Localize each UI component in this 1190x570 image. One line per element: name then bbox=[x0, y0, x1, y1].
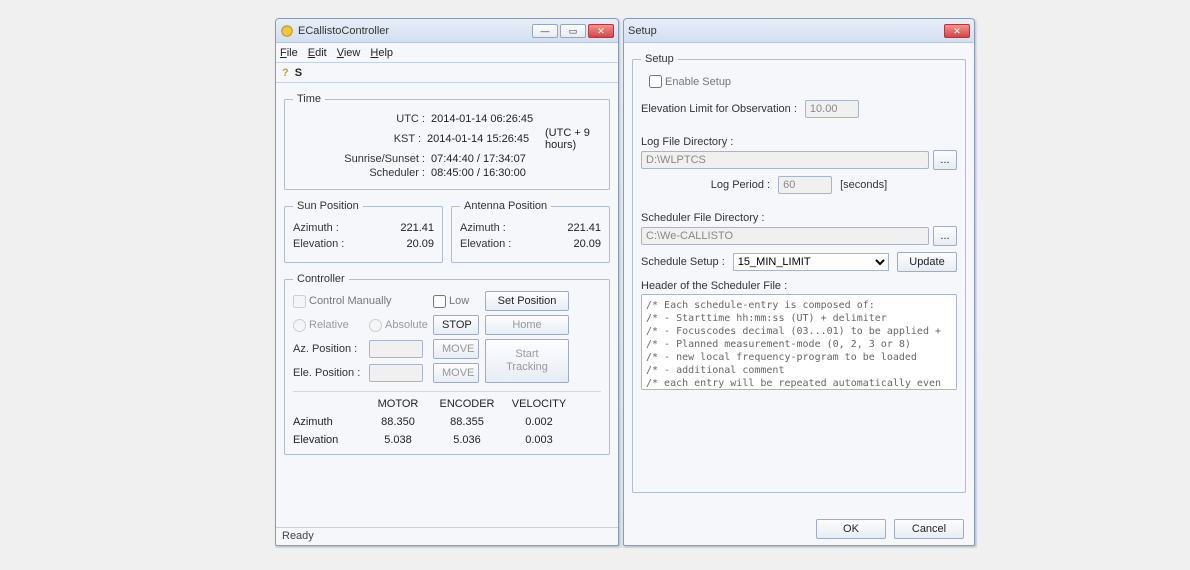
statusbar: Ready bbox=[276, 527, 618, 545]
logperiod-label: Log Period : bbox=[711, 179, 770, 191]
menu-edit[interactable]: Edit bbox=[308, 47, 327, 59]
antpos-legend: Antenna Position bbox=[460, 200, 551, 212]
control-manually-input[interactable] bbox=[293, 295, 306, 308]
setup-title: Setup bbox=[628, 25, 944, 37]
scheddir-browse-button[interactable]: ... bbox=[933, 226, 957, 246]
el-encoder: 5.036 bbox=[433, 434, 501, 446]
setup-window: Setup ✕ Setup Enable Setup Elevation Lim… bbox=[623, 18, 975, 546]
time-legend: Time bbox=[293, 93, 325, 105]
col-encoder: ENCODER bbox=[433, 398, 501, 410]
setup-footer: OK Cancel bbox=[624, 513, 974, 545]
setup-close-button[interactable]: ✕ bbox=[944, 24, 970, 38]
maximize-button[interactable]: ▭ bbox=[560, 24, 586, 38]
time-group: Time UTC : 2014-01-14 06:26:45 KST : 201… bbox=[284, 93, 610, 190]
logdir-input[interactable] bbox=[641, 151, 929, 169]
menu-file[interactable]: File bbox=[280, 47, 298, 59]
main-titlebar[interactable]: ECallistoController — ▭ ✕ bbox=[276, 19, 618, 43]
toolbar-icon-1[interactable]: ? bbox=[282, 67, 289, 79]
enable-setup-input[interactable] bbox=[649, 75, 662, 88]
start-tracking-button[interactable]: Start Tracking bbox=[485, 339, 569, 383]
az-motor: 88.350 bbox=[367, 416, 429, 428]
sun-el-label: Elevation : bbox=[293, 238, 344, 250]
sun-el-value: 20.09 bbox=[406, 238, 434, 250]
sunrise-value: 07:44:40 / 17:34:07 bbox=[431, 153, 601, 165]
stop-button[interactable]: STOP bbox=[433, 315, 479, 335]
row-elevation-label: Elevation bbox=[293, 434, 363, 446]
az-position-input[interactable] bbox=[369, 340, 423, 358]
kst-label: KST : bbox=[394, 133, 421, 145]
status-text: Ready bbox=[282, 530, 314, 542]
menubar: File Edit View Help bbox=[276, 43, 618, 63]
move-el-button[interactable]: MOVE bbox=[433, 363, 479, 383]
schedsetup-select[interactable]: 15_MIN_LIMIT bbox=[733, 253, 889, 271]
home-button[interactable]: Home bbox=[485, 315, 569, 335]
low-input[interactable] bbox=[433, 295, 446, 308]
enable-setup-checkbox[interactable]: Enable Setup bbox=[649, 75, 731, 88]
readout-table: MOTOR ENCODER VELOCITY Azimuth 88.350 88… bbox=[293, 398, 601, 446]
sun-position-group: Sun Position Azimuth : 221.41 Elevation :… bbox=[284, 200, 443, 263]
ant-az-label: Azimuth : bbox=[460, 222, 506, 234]
toolbar-icon-2[interactable]: S bbox=[295, 67, 302, 79]
antenna-position-group: Antenna Position Azimuth : 221.41 Elevati… bbox=[451, 200, 610, 263]
sun-az-label: Azimuth : bbox=[293, 222, 339, 234]
control-manually-checkbox[interactable]: Control Manually bbox=[293, 295, 427, 308]
col-motor: MOTOR bbox=[367, 398, 429, 410]
controller-group: Controller Control Manually Low Set Posi… bbox=[284, 273, 610, 455]
setup-legend: Setup bbox=[641, 53, 678, 65]
kst-value: 2014-01-14 15:26:45 bbox=[427, 133, 539, 145]
scheduler-header-textarea[interactable]: /* Each schedule-entry is composed of: /… bbox=[641, 294, 957, 390]
col-velocity: VELOCITY bbox=[505, 398, 573, 410]
logperiod-unit: [seconds] bbox=[840, 179, 887, 191]
app-icon bbox=[280, 24, 294, 38]
logdir-browse-button[interactable]: ... bbox=[933, 150, 957, 170]
setup-group: Setup Enable Setup Elevation Limit for O… bbox=[632, 53, 966, 493]
absolute-radio[interactable]: Absolute bbox=[369, 319, 427, 332]
utc-label: UTC : bbox=[396, 113, 425, 125]
el-velocity: 0.003 bbox=[505, 434, 573, 446]
header-label: Header of the Scheduler File : bbox=[641, 280, 787, 292]
menu-help[interactable]: Help bbox=[370, 47, 393, 59]
ant-el-label: Elevation : bbox=[460, 238, 511, 250]
minimize-button[interactable]: — bbox=[532, 24, 558, 38]
az-velocity: 0.002 bbox=[505, 416, 573, 428]
controller-legend: Controller bbox=[293, 273, 349, 285]
scheduler-label: Scheduler : bbox=[369, 167, 425, 179]
cancel-button[interactable]: Cancel bbox=[894, 519, 964, 539]
close-button[interactable]: ✕ bbox=[588, 24, 614, 38]
scheddir-input[interactable] bbox=[641, 227, 929, 245]
toolbar: ? S bbox=[276, 63, 618, 83]
sunrise-label: Sunrise/Sunset : bbox=[344, 153, 425, 165]
low-checkbox[interactable]: Low bbox=[433, 295, 479, 308]
logdir-label: Log File Directory : bbox=[641, 136, 733, 148]
schedsetup-label: Schedule Setup : bbox=[641, 256, 725, 268]
el-position-label: Ele. Position : bbox=[293, 367, 363, 379]
elev-limit-label: Elevation Limit for Observation : bbox=[641, 103, 797, 115]
set-position-button[interactable]: Set Position bbox=[485, 291, 569, 311]
update-button[interactable]: Update bbox=[897, 252, 957, 272]
ant-el-value: 20.09 bbox=[573, 238, 601, 250]
sun-az-value: 221.41 bbox=[400, 222, 434, 234]
ok-button[interactable]: OK bbox=[816, 519, 886, 539]
setup-titlebar[interactable]: Setup ✕ bbox=[624, 19, 974, 43]
logperiod-input[interactable] bbox=[778, 176, 832, 194]
el-position-input[interactable] bbox=[369, 364, 423, 382]
scheduler-value: 08:45:00 / 16:30:00 bbox=[431, 167, 601, 179]
kst-note: (UTC + 9 hours) bbox=[545, 127, 601, 151]
row-azimuth-label: Azimuth bbox=[293, 416, 363, 428]
scheddir-label: Scheduler File Directory : bbox=[641, 212, 765, 224]
ant-az-value: 221.41 bbox=[567, 222, 601, 234]
el-motor: 5.038 bbox=[367, 434, 429, 446]
main-window: ECallistoController — ▭ ✕ File Edit View… bbox=[275, 18, 619, 546]
main-title: ECallistoController bbox=[298, 25, 532, 37]
relative-radio[interactable]: Relative bbox=[293, 319, 363, 332]
elev-limit-input[interactable] bbox=[805, 100, 859, 118]
move-az-button[interactable]: MOVE bbox=[433, 339, 479, 359]
sunpos-legend: Sun Position bbox=[293, 200, 363, 212]
az-encoder: 88.355 bbox=[433, 416, 501, 428]
utc-value: 2014-01-14 06:26:45 bbox=[431, 113, 601, 125]
az-position-label: Az. Position : bbox=[293, 343, 363, 355]
menu-view[interactable]: View bbox=[337, 47, 361, 59]
